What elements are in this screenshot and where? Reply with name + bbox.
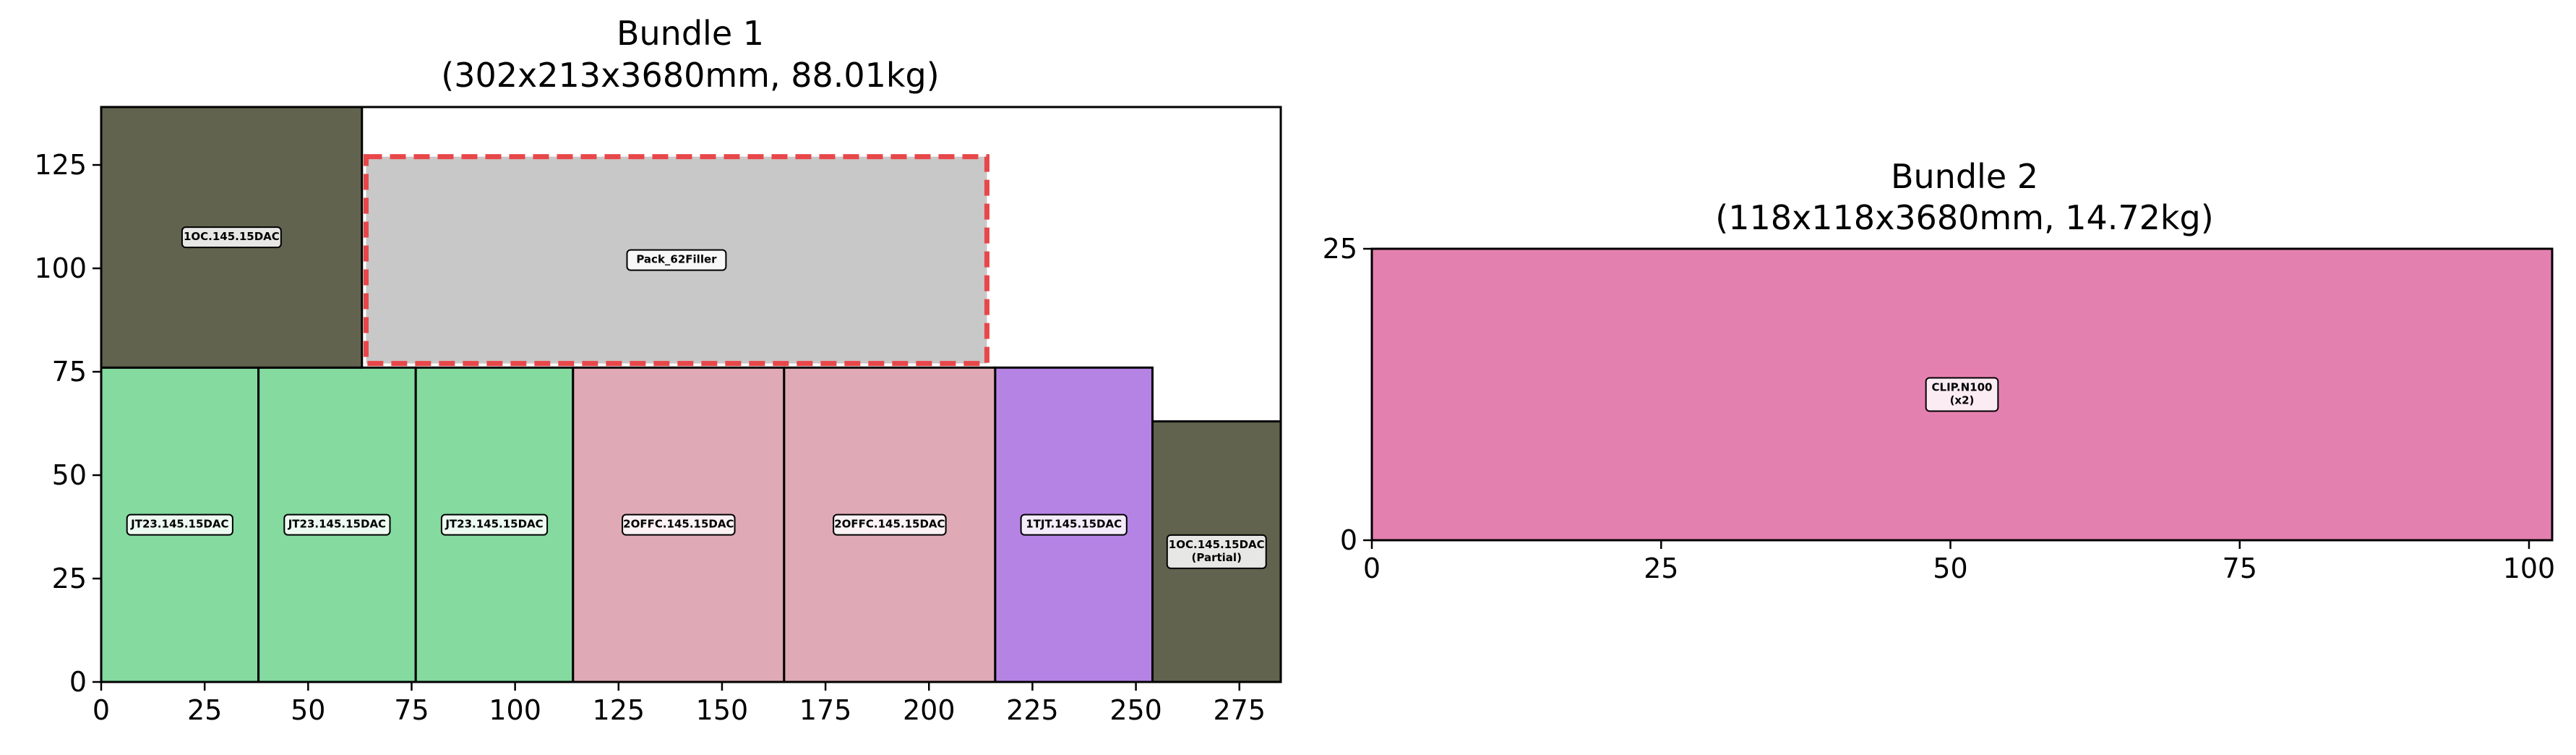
bundle-1-y-tick-label: 0 <box>69 666 87 698</box>
bundle-1-plot-area: JT23.145.15DAC JT23.145.15DAC JT23.145.15D… <box>34 106 1282 726</box>
bundle-1-box-6-sublabel: (Partial) <box>1192 551 1242 564</box>
bundle-1-box-1-label: JT23.145.15DAC <box>288 518 386 531</box>
bundle-2-box-0-sublabel: (x2) <box>1950 394 1975 407</box>
bundle-1-axes-frame <box>100 106 1282 683</box>
bundle-1-box-4-label-badge <box>833 513 947 536</box>
bundle-1-x-tick-label: 150 <box>696 694 749 726</box>
bundle-1-y-tick-label: 100 <box>34 252 87 284</box>
bundle-1-box-5-label: 1TJT.145.15DAC <box>1026 518 1122 531</box>
bundle-1-x-tick-label: 175 <box>799 694 852 726</box>
bundle-1-box-7-label: 1OC.145.15DAC <box>184 230 280 243</box>
bundle-1-box-2-label: JT23.145.15DAC <box>445 518 543 531</box>
bundle-1-box-0-label: JT23.145.15DAC <box>130 518 228 531</box>
bundle-1-title-line2: (302x213x3680mm, 88.01kg) <box>441 56 939 95</box>
bundle-1-box-8-label-badge <box>626 249 727 271</box>
bundle-2-y-tick-label: 25 <box>1323 233 1357 265</box>
bundle-2-box-0-label-badge <box>1925 377 1999 412</box>
bundle-2-box-0-label: CLIP.N100 <box>1932 381 1993 394</box>
bundle-1-x-tick-label: 50 <box>291 694 325 726</box>
bundle-1-x-tick-label: 75 <box>394 694 429 726</box>
bundle-2-x-tick-label: 0 <box>1363 553 1381 584</box>
bundle-1-x-tick-label: 100 <box>489 694 541 726</box>
bundle-1-x-tick-label: 200 <box>903 694 956 726</box>
bundle-1-y-tick-label: 50 <box>52 459 87 491</box>
bundle-2-x-tick-label: 75 <box>2223 553 2257 584</box>
bundle-1-box-3-label: 2OFFC.145.15DAC <box>623 518 734 531</box>
bundle-2-title-line1: Bundle 2 <box>1891 157 2038 196</box>
bundle-1-x-tick-label: 0 <box>93 694 110 726</box>
bundle-2-chart: Bundle 2 (118x118x3680mm, 14.72kg) CLIP.… <box>1323 157 2556 584</box>
bundle-1-title-line1: Bundle 1 <box>617 14 764 53</box>
bundle-1-x-tick-label: 25 <box>187 694 222 726</box>
bundle-1-box-7-label-badge <box>181 226 282 249</box>
bundle-2-title-line2: (118x118x3680mm, 14.72kg) <box>1715 198 2213 237</box>
bundle-1-box-2-label-badge <box>440 513 549 536</box>
bundle-1-box-6-label-badge <box>1166 534 1267 569</box>
bundle-2-x-tick-label: 50 <box>1933 553 1967 584</box>
bundle-2-x-tick-label: 100 <box>2503 553 2556 584</box>
bundle-2-x-tick-label: 25 <box>1644 553 1678 584</box>
bundle-1-box-4-label: 2OFFC.145.15DAC <box>834 518 945 531</box>
bundle-1-x-tick-label: 225 <box>1006 694 1059 726</box>
bundle-1-box-3-label-badge <box>622 513 736 536</box>
bundle-1-box-8-label: Pack_62Filler <box>636 253 717 266</box>
bundle-1-box-6-label: 1OC.145.15DAC <box>1169 538 1265 551</box>
bundle-2-plot-area: CLIP.N100(x2) 0 25 50 75 100 0 25 <box>1323 233 2556 584</box>
bundle-1-box-1-label-badge <box>283 513 391 536</box>
bundle-1-y-tick-label: 75 <box>52 356 87 388</box>
bundle-1-x-tick-label: 275 <box>1213 694 1266 726</box>
bundle-1-y-tick-label: 125 <box>34 149 87 181</box>
bundle-1-x-tick-label: 125 <box>593 694 645 726</box>
bundle-1-y-tick-label: 25 <box>52 563 87 594</box>
bundle-1-x-tick-label: 250 <box>1109 694 1162 726</box>
bundle-1-box-5-label-badge <box>1020 513 1128 536</box>
bundle-1-box-0-label-badge <box>126 513 233 536</box>
bundle-2-axes-frame <box>1370 247 2554 542</box>
bundle-1-chart: Bundle 1 (302x213x3680mm, 88.01kg) JT23.… <box>34 14 1282 726</box>
bundle-2-y-tick-label: 0 <box>1340 524 1357 556</box>
